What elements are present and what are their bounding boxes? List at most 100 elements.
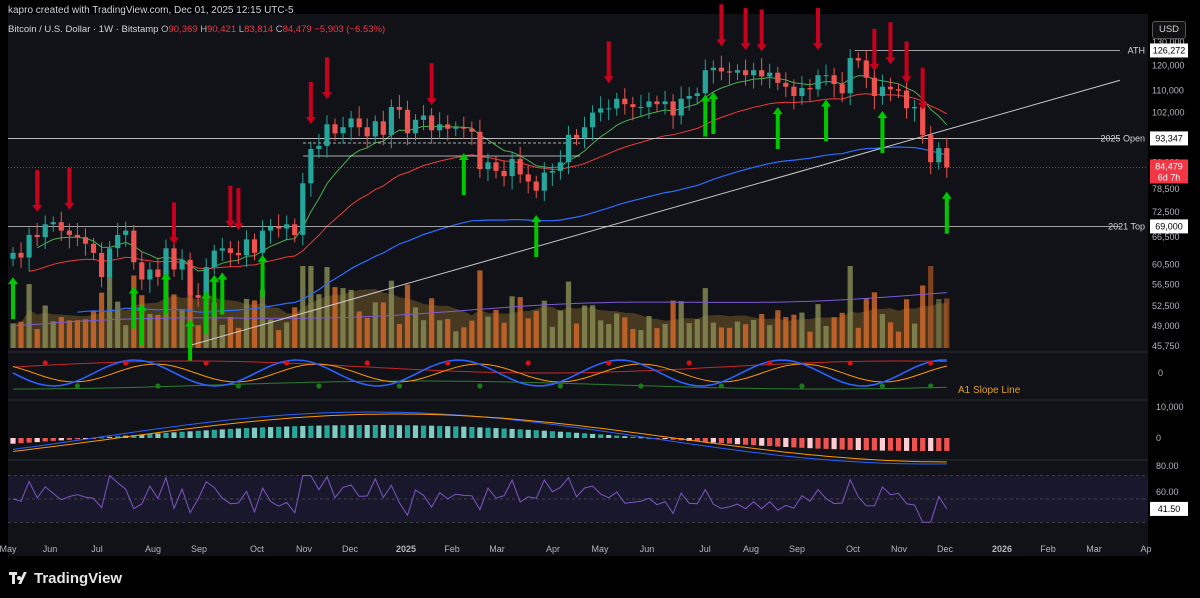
histogram-bar — [582, 433, 588, 438]
change-value: −5,903 (−6.53%) — [314, 24, 386, 35]
volume-bar — [936, 299, 942, 348]
price-axis[interactable]: 130,000120,000110,000102,00086,00078,500… — [1100, 37, 1188, 351]
logo-text: TradingView — [34, 570, 123, 587]
sell-arrow — [172, 202, 176, 239]
candle-body — [251, 239, 258, 253]
histogram-bar — [904, 438, 910, 451]
histogram-bar — [493, 428, 499, 438]
symbol-name[interactable]: Bitcoin / U.S. Dollar · 1W · Bitstamp — [8, 24, 159, 35]
candle-body — [493, 162, 499, 171]
histogram-bar — [751, 438, 757, 446]
histogram-bar — [187, 431, 193, 438]
osc1-red-line — [12, 360, 947, 374]
candle-body — [348, 118, 354, 128]
candle-body — [904, 90, 910, 109]
volume-bar — [638, 330, 644, 348]
candle-body — [324, 124, 330, 146]
histogram-bar — [203, 430, 209, 438]
histogram-bar — [590, 433, 596, 438]
histogram-bar — [879, 438, 885, 451]
volume-bar — [582, 305, 588, 348]
candle-body — [912, 107, 918, 109]
tradingview-logo[interactable]: TradingView — [9, 570, 122, 587]
volume-bar — [767, 325, 773, 348]
candle-body — [855, 58, 861, 61]
time-tick: Aug — [145, 544, 161, 554]
time-tick: Ap — [1140, 544, 1151, 554]
buy-arrow-head — [941, 191, 952, 199]
sell-arrow-head — [64, 202, 75, 210]
histogram-bar — [662, 438, 668, 440]
histogram-bar — [614, 435, 620, 438]
candle-body — [686, 96, 692, 99]
histogram-bar — [364, 425, 370, 438]
histogram-bar — [58, 438, 64, 441]
histogram-bar — [195, 430, 201, 438]
sell-arrow-head — [603, 76, 614, 84]
candle-body — [276, 226, 282, 229]
volume-bar — [308, 266, 314, 348]
histogram-bar — [598, 434, 604, 438]
sell-arrow-head — [233, 223, 244, 231]
high-label: H — [200, 24, 208, 35]
osc1-green-dot — [718, 383, 725, 389]
histogram-bar — [533, 430, 539, 438]
histogram-bar — [477, 427, 483, 438]
volume-bar — [509, 296, 515, 348]
candle-body — [429, 115, 435, 131]
histogram-bar — [50, 438, 56, 441]
candle-body — [734, 70, 741, 73]
volume-bar — [557, 310, 563, 348]
currency-button[interactable]: USD — [1152, 21, 1186, 39]
volume-bar — [501, 322, 507, 348]
osc2-tick: 0 — [1156, 433, 1161, 443]
buy-arrow-head — [877, 110, 888, 118]
buy-arrow — [139, 309, 144, 346]
histogram-bar — [928, 438, 934, 451]
histogram-bar — [630, 436, 636, 438]
histogram-bar — [767, 438, 773, 447]
buy-arrow-head — [257, 254, 268, 262]
volume-bar — [50, 321, 56, 348]
time-axis[interactable]: May Jun Jul Aug Sep Oct Nov Dec 2025 Feb Mar Apr May… — [0, 544, 1152, 554]
volume-bar — [678, 301, 684, 348]
candle-body — [10, 252, 16, 259]
histogram-bar — [855, 438, 861, 450]
volume-bar — [243, 298, 250, 348]
sell-arrow — [719, 4, 724, 41]
histogram-bar — [565, 432, 572, 438]
time-tick: Jul — [699, 544, 711, 554]
candle-body — [445, 124, 451, 129]
histogram-bar — [243, 428, 250, 438]
histogram-bar — [155, 433, 161, 438]
candle-body — [871, 77, 877, 96]
volume-bar — [412, 307, 419, 348]
histogram-bar — [541, 430, 547, 438]
symbol-legend[interactable]: Bitcoin / U.S. Dollar · 1W · Bitstamp O9… — [8, 24, 385, 35]
trend-line — [187, 79, 1121, 347]
time-tick: Sep — [191, 544, 207, 554]
sell-arrow-head — [321, 92, 332, 100]
volume-bar — [211, 302, 217, 348]
candle-body — [469, 128, 475, 132]
histogram-bar — [573, 432, 580, 438]
candle-body — [364, 127, 370, 137]
volume-bar — [372, 302, 378, 348]
candle-body — [420, 115, 427, 120]
volume-bar — [622, 317, 628, 348]
candle-body — [477, 131, 483, 170]
histogram-bar — [259, 427, 266, 438]
osc1-green-dot — [396, 383, 402, 389]
volume-bar — [702, 288, 708, 348]
candle-body — [461, 127, 467, 129]
histogram-bar — [42, 438, 48, 442]
histogram-bar — [557, 431, 563, 438]
time-tick: Mar — [489, 544, 505, 554]
volume-bar — [187, 274, 193, 348]
histogram-bar — [807, 438, 813, 449]
volume-bar — [284, 322, 290, 348]
volume-bar — [107, 276, 113, 348]
volume-bar — [58, 317, 64, 348]
volume-bar — [912, 323, 918, 348]
